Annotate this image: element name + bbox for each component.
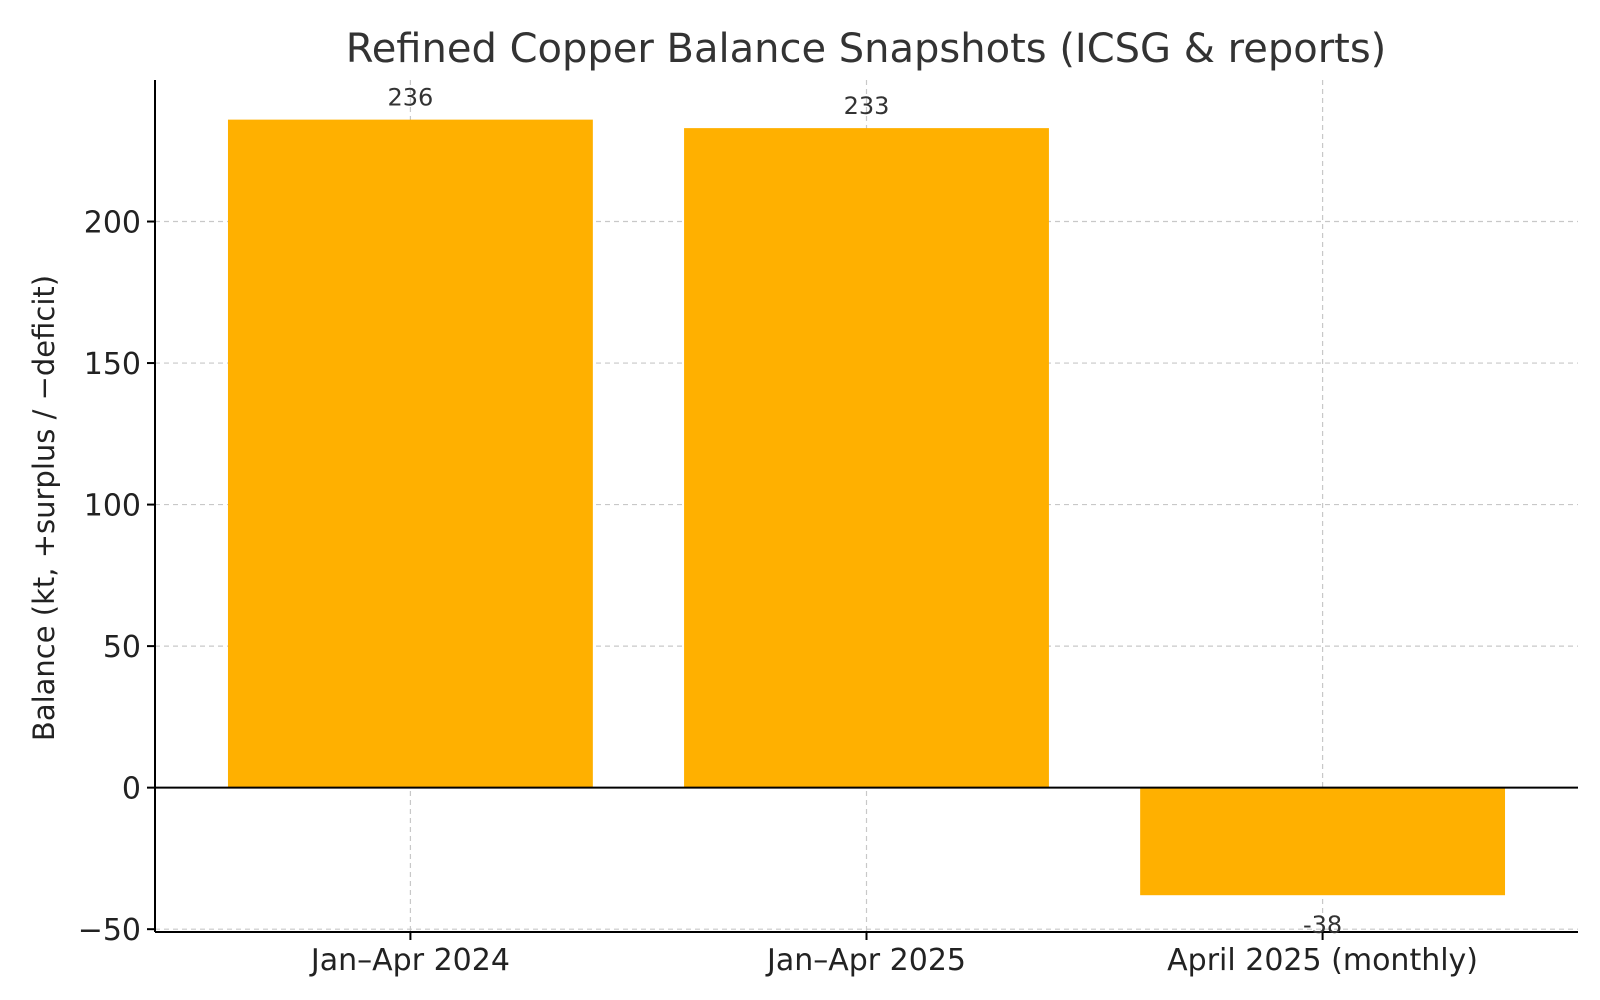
y-tick-label: 150 xyxy=(84,347,141,382)
y-axis-label: Balance (kt, +surplus / −deficit) xyxy=(27,275,61,741)
bar xyxy=(227,119,593,788)
y-tick-label: 100 xyxy=(84,489,141,524)
x-tick-label: April 2025 (monthly) xyxy=(1167,943,1478,978)
data-label: 236 xyxy=(388,84,434,112)
bar xyxy=(1140,787,1506,896)
chart-title: Refined Copper Balance Snapshots (ICSG &… xyxy=(346,26,1387,72)
x-tick-label: Jan–Apr 2024 xyxy=(309,943,510,978)
axes xyxy=(147,80,1578,940)
data-label: 233 xyxy=(844,92,890,120)
bars xyxy=(227,119,1506,896)
data-labels: 236 233 -38 xyxy=(388,84,1343,940)
y-tick-label: 200 xyxy=(84,206,141,241)
bar xyxy=(684,128,1049,788)
x-tick-label: Jan–Apr 2025 xyxy=(765,943,966,978)
y-tick-label: 0 xyxy=(122,772,141,807)
data-label: -38 xyxy=(1303,911,1342,939)
y-tick-label: −50 xyxy=(78,913,141,948)
y-tick-label: 50 xyxy=(103,630,141,665)
tick-labels: −50 0 50 100 150 200 Jan–Apr 2024 Jan–Apr 2025 A… xyxy=(78,206,1478,978)
